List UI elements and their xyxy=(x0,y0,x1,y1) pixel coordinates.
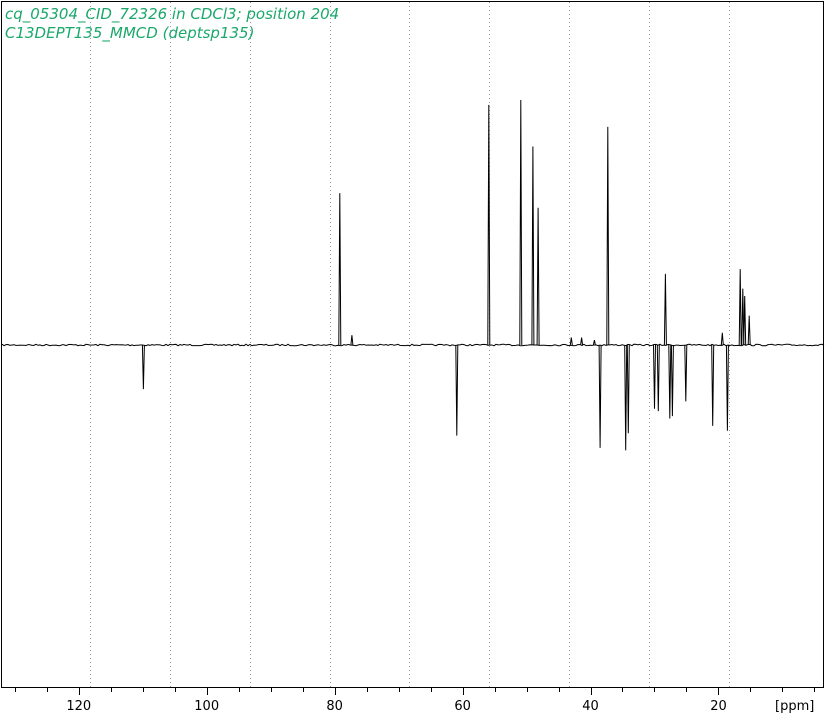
peak-9 xyxy=(580,337,584,346)
peak-10 xyxy=(592,340,596,346)
peak-13 xyxy=(624,344,628,451)
peak-4 xyxy=(487,104,491,346)
peak-15 xyxy=(653,344,656,409)
peak-26 xyxy=(743,295,747,346)
x-tick-label-2: 80 xyxy=(326,699,343,714)
peak-12 xyxy=(606,126,610,346)
plot-frame xyxy=(1,1,824,688)
peak-14 xyxy=(626,344,630,434)
peak-25 xyxy=(741,288,745,346)
x-tick-label-1: 100 xyxy=(194,699,219,714)
x-axis-label: [ppm] xyxy=(775,699,814,714)
x-axis: 120 100 80 60 40 20 xyxy=(15,688,815,714)
peak-18 xyxy=(668,344,672,419)
peak-21 xyxy=(711,344,715,426)
peak-22 xyxy=(720,332,724,346)
peak-27 xyxy=(747,315,751,346)
peak-6 xyxy=(531,146,535,346)
peak-11 xyxy=(598,344,602,448)
spectrum-peaks xyxy=(141,99,751,451)
peak-8 xyxy=(569,337,573,346)
x-tick-label-0: 120 xyxy=(66,699,91,714)
x-tick-label-3: 60 xyxy=(454,699,471,714)
peak-1 xyxy=(338,193,342,346)
peak-17 xyxy=(663,273,667,346)
x-tick-label-4: 40 xyxy=(582,699,599,714)
peak-0 xyxy=(141,344,145,390)
x-tick-label-5: 20 xyxy=(710,699,727,714)
peak-20 xyxy=(684,344,688,402)
peak-7 xyxy=(536,207,540,346)
peak-5 xyxy=(519,99,523,346)
peak-2 xyxy=(350,335,354,346)
peak-23 xyxy=(725,344,729,431)
peak-3 xyxy=(455,344,459,436)
peak-16 xyxy=(656,344,660,412)
spectrum-title: cq_05304_CID_72326 in CDCl3; position 20… xyxy=(5,5,340,23)
spectrum-baseline xyxy=(1,343,825,347)
peak-19 xyxy=(670,344,674,417)
spectrum-subtitle: C13DEPT135_MMCD (deptsp135) xyxy=(5,24,255,42)
peak-24 xyxy=(738,269,742,346)
